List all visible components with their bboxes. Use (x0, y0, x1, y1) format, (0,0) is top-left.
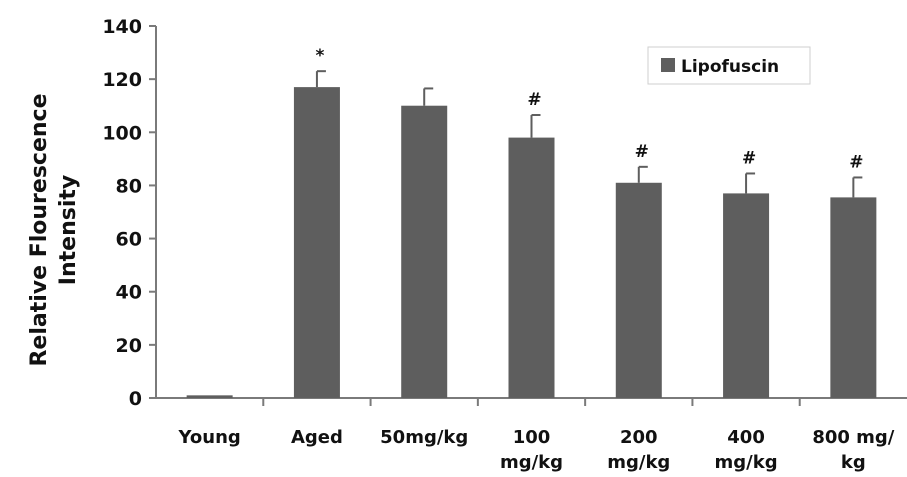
significance-asterisk: * (315, 46, 324, 66)
significance-hash: # (849, 152, 863, 172)
legend-swatch (661, 58, 675, 72)
bar (293, 87, 340, 398)
bar (508, 137, 555, 398)
bar (723, 193, 770, 398)
bar (401, 105, 448, 398)
y-tick-label: 120 (102, 69, 142, 91)
significance-hash: # (635, 142, 649, 162)
bar (186, 395, 233, 398)
legend: Lipofuscin (647, 46, 811, 85)
x-category-label: 400 mg/kg (715, 427, 778, 473)
x-category-label: 800 mg/kg (812, 427, 894, 473)
bar (830, 197, 877, 398)
y-tick-label: 140 (102, 16, 142, 38)
y-axis: 0 20 40 60 80 100 120 140 (102, 16, 157, 410)
y-tick-label: 60 (116, 229, 142, 251)
y-tick-label: 20 (116, 335, 142, 357)
significance-hash: # (742, 148, 756, 168)
y-tick-label: 0 (129, 388, 142, 410)
y-axis-label: Relative Flourescence Intensity (27, 93, 81, 366)
x-category-label: 50mg/kg (380, 427, 468, 448)
significance-hash: # (527, 90, 541, 110)
y-tick-label: 100 (102, 122, 142, 144)
x-axis: Young Aged 50mg/kg 100 mg/kg 200 mg/kg 400 mg/kg… (156, 397, 907, 473)
x-category-label: 200 mg/kg (607, 427, 670, 473)
y-axis-label-line: Relative Flourescence (27, 93, 52, 366)
y-tick-label: 40 (116, 282, 142, 304)
bar-series: * # # # # (186, 46, 877, 398)
y-tick-label: 80 (116, 175, 142, 197)
legend-label: Lipofuscin (681, 57, 779, 77)
x-category-label: Aged (291, 427, 343, 448)
x-category-label: 100 mg/kg (500, 427, 563, 473)
y-axis-label-line: Intensity (56, 175, 81, 285)
bar (615, 182, 662, 398)
x-category-label: Young (178, 427, 241, 448)
